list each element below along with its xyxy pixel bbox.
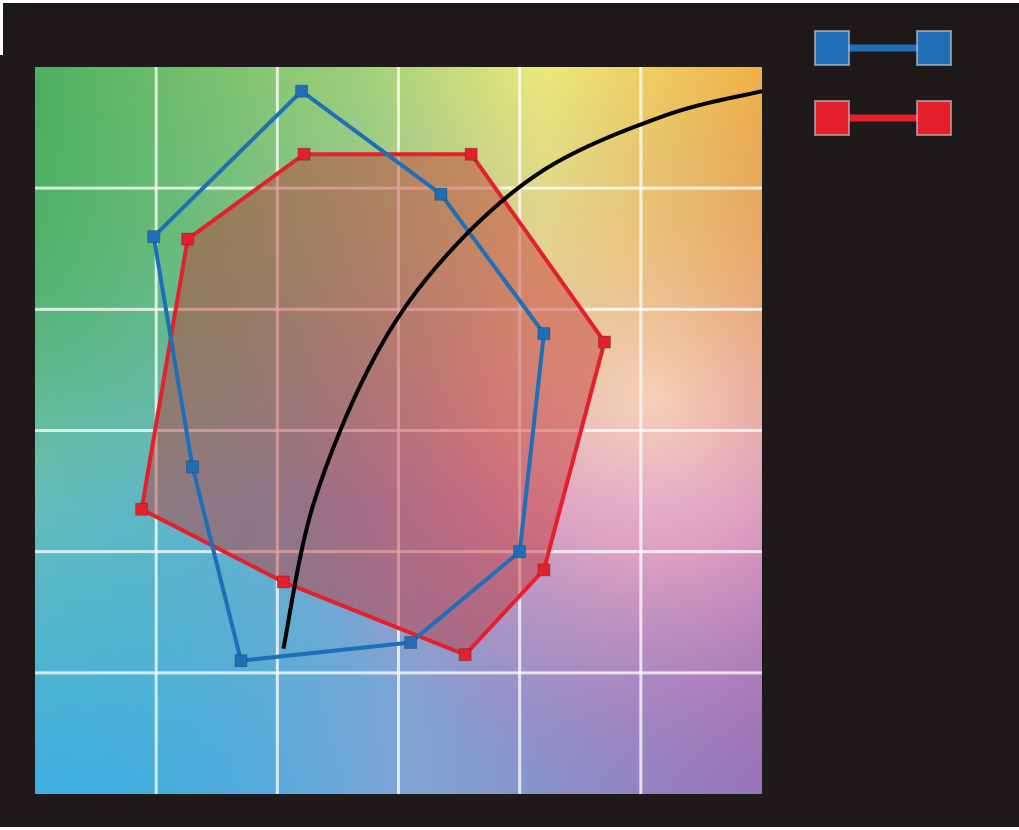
series-layer: [135, 84, 763, 668]
blue-point: [434, 187, 448, 201]
top-edge-strip: [0, 0, 1019, 3]
red-point: [464, 147, 478, 161]
blue-point: [147, 230, 161, 244]
red-point: [458, 648, 472, 662]
red-point: [297, 147, 311, 161]
red-point: [181, 232, 195, 246]
red-point: [135, 502, 149, 516]
legend-marker-right-blue: [916, 30, 952, 66]
blue-point: [404, 636, 418, 650]
left-edge-strip: [0, 0, 3, 55]
red-point: [537, 563, 551, 577]
curve-line: [281, 89, 763, 650]
legend: [814, 30, 952, 136]
red-point: [276, 575, 290, 589]
legend-item-red: [814, 100, 952, 136]
red-point: [597, 335, 611, 349]
legend-marker-left-red: [814, 100, 850, 136]
legend-item-blue: [814, 30, 952, 66]
blue-point: [234, 654, 248, 668]
blue-point: [537, 327, 551, 341]
legend-marker-right-red: [916, 100, 952, 136]
blue-point: [513, 545, 527, 559]
bottom-edge-strip: [0, 827, 1019, 830]
blue-point: [186, 460, 200, 474]
legend-marker-left-blue: [814, 30, 850, 66]
blue-point: [295, 84, 309, 98]
